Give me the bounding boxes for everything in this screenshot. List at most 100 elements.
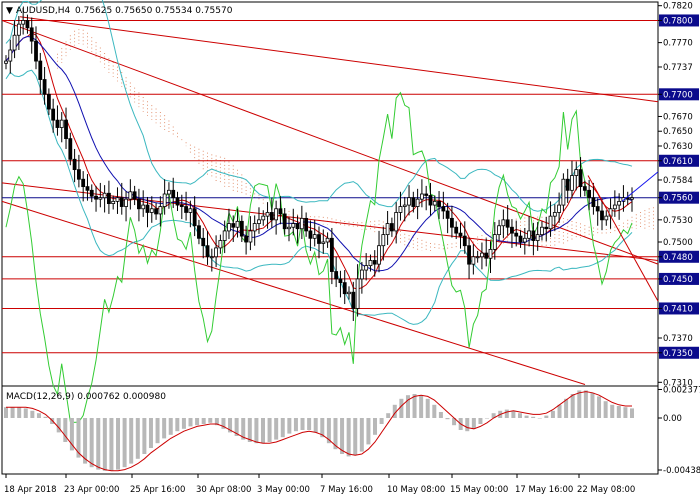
candle-body — [458, 232, 463, 237]
macd-bar — [293, 418, 298, 432]
candle-body — [347, 291, 351, 295]
macd-bar — [399, 398, 404, 418]
candle — [492, 222, 497, 260]
candle-body — [531, 230, 536, 241]
candle — [137, 188, 141, 222]
candle — [557, 192, 562, 223]
candle-body — [192, 208, 197, 227]
candle — [317, 226, 321, 259]
candle-body — [582, 186, 587, 191]
candle-body — [141, 204, 146, 210]
candle — [42, 66, 47, 105]
candle — [85, 174, 90, 201]
time-label: 30 Apr 08:00 — [196, 485, 251, 495]
candle-body — [565, 178, 570, 191]
price-label: 0.7700 — [663, 90, 693, 100]
candle — [158, 196, 163, 227]
macd-bar — [254, 418, 259, 444]
price-label: 0.7584 — [663, 176, 693, 186]
candle-body — [591, 197, 596, 207]
macd-bar — [155, 418, 160, 444]
price-label: 0.7310 — [663, 378, 693, 388]
price-label: 0.7350 — [663, 349, 693, 359]
candle-body — [244, 235, 249, 243]
ichimoku-cloud — [57, 29, 654, 252]
macd-bar — [379, 418, 384, 424]
candles — [4, 7, 634, 322]
candle — [278, 196, 283, 225]
candle-body — [304, 217, 309, 232]
price-label: 0.7650 — [663, 127, 693, 137]
macd-bar — [597, 396, 602, 418]
macd-bar — [76, 418, 81, 458]
price-label: 0.7410 — [663, 304, 693, 314]
macd-bar — [162, 418, 167, 439]
candle — [595, 198, 600, 226]
candle — [141, 190, 146, 217]
macd-bar — [432, 404, 437, 418]
macd-bar — [326, 418, 331, 444]
candle — [222, 220, 227, 254]
time-label: 23 Apr 00:00 — [64, 485, 119, 495]
candle — [269, 197, 274, 228]
candle-body — [252, 223, 257, 232]
candle-body — [329, 237, 334, 272]
macd-bar — [228, 418, 233, 433]
macd-bar — [102, 418, 107, 471]
candle — [282, 208, 287, 235]
candle-body — [432, 200, 437, 206]
candle-body — [261, 215, 266, 221]
macd-bar — [590, 392, 595, 418]
macd-label: 0.00 — [663, 414, 682, 424]
bollinger-bands — [5, 0, 633, 325]
candle — [364, 253, 369, 281]
macd-bar — [201, 418, 206, 424]
candle — [197, 219, 201, 245]
candle-body — [420, 193, 424, 200]
candle-body — [437, 200, 441, 207]
macd-title: MACD(12,26,9) 0.000762 0.000980 — [6, 392, 166, 402]
macd-bar — [504, 409, 509, 418]
macd-bar — [221, 418, 226, 429]
candle-body — [227, 223, 231, 232]
candle-body — [548, 215, 553, 230]
candle-body — [248, 230, 253, 243]
candle — [145, 196, 150, 228]
macd-bar — [175, 418, 180, 432]
macd-bar — [550, 410, 555, 418]
candle — [128, 179, 133, 210]
candle-body — [540, 226, 544, 236]
candle-body — [578, 169, 583, 188]
candle-body — [171, 189, 176, 199]
candle-body — [415, 198, 420, 207]
candle-body — [480, 252, 484, 258]
candle — [544, 216, 549, 242]
macd-bar — [23, 408, 28, 418]
candle-body — [518, 235, 523, 243]
candle — [119, 182, 124, 215]
candle — [604, 210, 609, 226]
macd-bar — [452, 418, 457, 426]
candle-body — [492, 234, 497, 250]
price-label-bg — [659, 346, 699, 359]
macd-bar — [320, 418, 325, 438]
time-label: 17 May 16:00 — [515, 485, 573, 495]
candle-body — [398, 206, 403, 213]
candle-body — [59, 119, 64, 128]
macd-bar — [517, 413, 522, 418]
candle — [381, 226, 386, 261]
candle-body — [72, 158, 77, 171]
candle — [420, 179, 424, 208]
candle-body — [308, 230, 313, 239]
candle-body — [497, 225, 501, 236]
price-label: 0.7800 — [663, 16, 693, 26]
time-label: 10 May 08:00 — [387, 485, 445, 495]
macd-bar — [333, 418, 338, 450]
candle-body — [334, 271, 339, 280]
candle — [244, 225, 249, 255]
candle-body — [68, 138, 73, 160]
macd-bar — [116, 418, 121, 470]
candle-body — [124, 198, 128, 207]
candle — [218, 234, 223, 254]
candle — [239, 215, 244, 242]
